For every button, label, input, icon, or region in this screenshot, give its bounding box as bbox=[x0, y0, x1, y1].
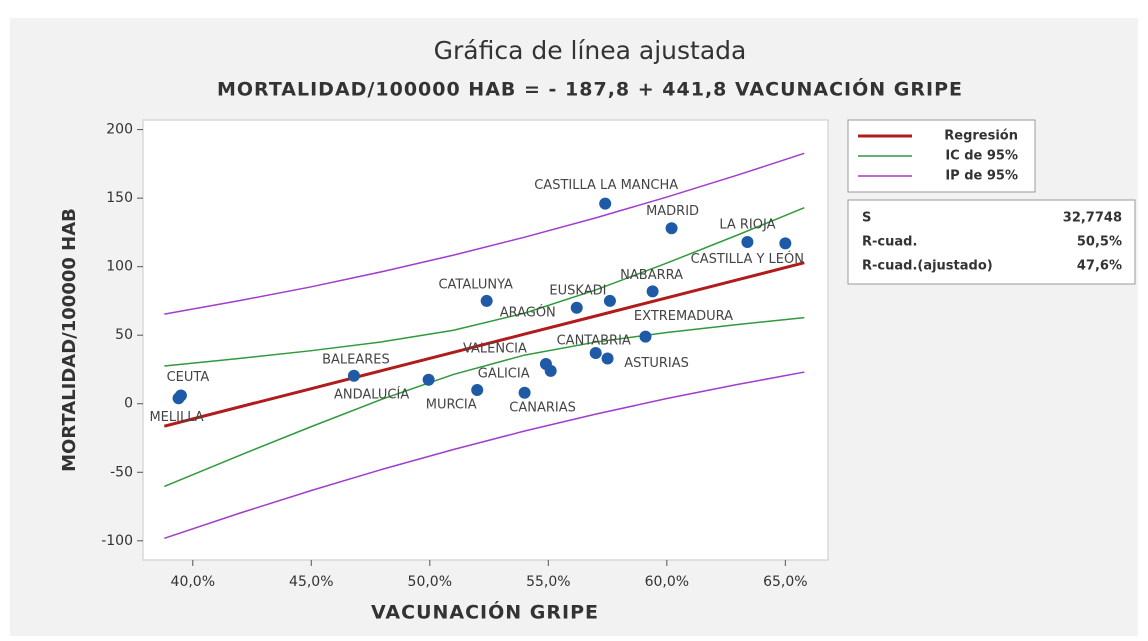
point-label: VALENCIA bbox=[463, 341, 527, 356]
point-label: CASTILLA LA MANCHA bbox=[534, 178, 678, 193]
data-point bbox=[518, 386, 531, 399]
point-label: MURCIA bbox=[426, 398, 477, 413]
band-lower bbox=[164, 371, 805, 540]
data-point bbox=[741, 235, 754, 248]
y-tick-label: 100 bbox=[106, 259, 133, 275]
y-tick-label: 0 bbox=[124, 396, 133, 412]
point-label: MADRID bbox=[646, 204, 699, 219]
band-upper bbox=[164, 152, 805, 315]
x-tick-label: 55,0% bbox=[526, 574, 570, 590]
data-point bbox=[589, 347, 602, 360]
plot-area bbox=[142, 119, 829, 561]
point-label: LA RIOJA bbox=[719, 217, 775, 232]
point-label: CEUTA bbox=[167, 370, 210, 385]
x-tick-label: 65,0% bbox=[763, 574, 807, 590]
data-point bbox=[646, 285, 659, 298]
data-point bbox=[665, 222, 678, 235]
stat-name: R-cuad. bbox=[862, 235, 917, 250]
x-tick-label: 50,0% bbox=[408, 574, 452, 590]
point-label: CATALUNYA bbox=[438, 277, 513, 292]
point-label: EXTREMADURA bbox=[634, 309, 733, 324]
data-point bbox=[601, 352, 614, 365]
stats-box bbox=[847, 199, 1136, 285]
data-point bbox=[172, 392, 185, 405]
stat-value: 50,5% bbox=[1077, 235, 1122, 250]
data-point bbox=[347, 369, 360, 382]
data-point bbox=[422, 373, 435, 386]
legend-label: Regresión bbox=[944, 129, 1018, 144]
y-tick-label: 150 bbox=[106, 190, 133, 206]
data-point bbox=[603, 294, 616, 307]
y-tick-label: 200 bbox=[106, 122, 133, 138]
y-tick-label: -100 bbox=[101, 533, 133, 549]
point-label: BALEARES bbox=[322, 352, 390, 367]
point-label: ARAGÓN bbox=[500, 304, 556, 320]
regression-line bbox=[163, 261, 805, 428]
data-point bbox=[539, 357, 552, 370]
point-label: CASTILLA Y LEÓN bbox=[691, 251, 804, 267]
stat-name: S bbox=[862, 211, 871, 226]
point-label: CANARIAS bbox=[509, 400, 576, 415]
data-point bbox=[480, 294, 493, 307]
legend-label: IP de 95% bbox=[945, 169, 1018, 184]
point-label: MELILLA bbox=[149, 410, 203, 425]
y-tick-label: 50 bbox=[115, 327, 133, 343]
x-axis-label: VACUNACIÓN GRIPE bbox=[371, 600, 599, 624]
stat-value: 47,6% bbox=[1077, 259, 1122, 274]
data-point bbox=[570, 301, 583, 314]
chart-title: Gráfica de línea ajustada bbox=[434, 36, 747, 65]
data-point bbox=[779, 237, 792, 250]
x-tick-label: 45,0% bbox=[289, 574, 333, 590]
legend-label: IC de 95% bbox=[945, 149, 1018, 164]
data-point bbox=[639, 330, 652, 343]
point-label: EUSKADI bbox=[549, 283, 606, 298]
point-label: ANDALUCÍA bbox=[334, 386, 409, 402]
band-upper bbox=[164, 207, 805, 367]
point-label: NABARRA bbox=[620, 268, 683, 283]
point-label: ASTURIAS bbox=[624, 356, 689, 371]
data-point bbox=[599, 197, 612, 210]
band-lower bbox=[164, 316, 805, 488]
data-point bbox=[471, 384, 484, 397]
point-label: GALICIA bbox=[478, 366, 530, 381]
stat-name: R-cuad.(ajustado) bbox=[862, 259, 993, 274]
chart-subtitle: MORTALIDAD/100000 HAB = - 187,8 + 441,8 … bbox=[217, 77, 963, 101]
y-axis-label: MORTALIDAD/100000 HAB bbox=[59, 208, 80, 472]
y-tick-label: -50 bbox=[110, 464, 133, 480]
x-tick-label: 60,0% bbox=[645, 574, 689, 590]
x-tick-label: 40,0% bbox=[171, 574, 215, 590]
stat-value: 32,7748 bbox=[1063, 211, 1122, 226]
point-label: CANTABRIA bbox=[557, 334, 631, 349]
